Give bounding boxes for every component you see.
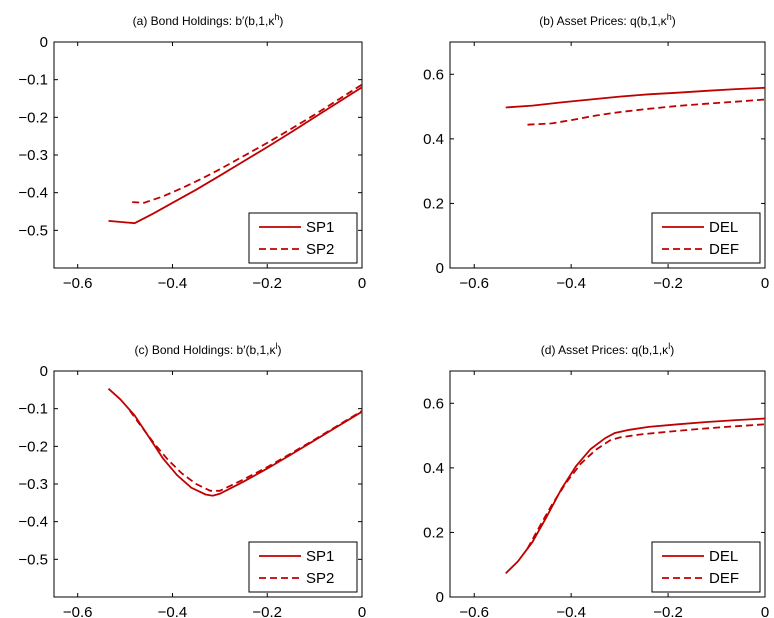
- y-tick-label: −0.4: [18, 185, 48, 202]
- chart-title-superscript: h: [274, 12, 279, 22]
- x-tick-label: −0.4: [556, 604, 586, 618]
- y-tick-label: 0.2: [423, 524, 444, 541]
- y-tick-label: −0.1: [18, 72, 48, 89]
- x-tick-label: −0.6: [63, 604, 93, 618]
- series-line-del: [505, 417, 766, 575]
- y-tick-label: −0.5: [18, 222, 48, 239]
- y-tick-label: 0.6: [423, 66, 444, 83]
- y-tick-label: 0: [436, 589, 444, 606]
- legend-label: DEF: [709, 570, 739, 587]
- y-tick-label: −0.4: [18, 514, 48, 531]
- chart-title-superscript: l: [275, 341, 277, 351]
- x-tick-label: 0: [358, 604, 366, 618]
- x-tick-label: −0.2: [653, 604, 683, 618]
- x-tick-label: −0.2: [252, 275, 282, 292]
- series-line-sp2: [129, 410, 363, 492]
- chart-title-main: (c) Bond Holdings: b′(b,1,κ: [135, 343, 277, 357]
- series-line-sp1: [107, 388, 363, 497]
- x-tick-label: −0.6: [459, 604, 489, 618]
- series-line-sp1: [108, 86, 363, 225]
- chart-title: (d) Asset Prices: q(b,1,κl): [541, 341, 674, 357]
- y-tick-label: 0.4: [423, 460, 444, 477]
- x-tick-label: −0.4: [158, 604, 188, 618]
- x-tick-label: −0.2: [653, 275, 683, 292]
- y-tick-label: −0.3: [18, 147, 48, 164]
- y-tick-label: −0.5: [18, 551, 48, 568]
- chart-title-end: ): [670, 343, 674, 357]
- x-tick-label: 0: [358, 275, 366, 292]
- legend-label: SP1: [306, 548, 334, 565]
- legend-label: DEF: [709, 241, 739, 258]
- legend-box: [248, 212, 358, 264]
- y-tick-label: −0.2: [18, 438, 48, 455]
- chart-title-end: ): [672, 14, 676, 28]
- y-tick-label: 0.2: [423, 195, 444, 212]
- legend-box: [651, 212, 761, 264]
- chart-title: (c) Bond Holdings: b′(b,1,κl): [135, 341, 282, 357]
- legend-label: SP2: [306, 570, 334, 587]
- x-tick-label: 0: [761, 604, 769, 618]
- plot-frame: [449, 41, 766, 269]
- chart-panel-0: (a) Bond Holdings: b′(b,1,κh) −0.6 −0.4 −0.…: [18, 12, 366, 292]
- chart-title-main: (b) Asset Prices: q(b,1,κ: [539, 14, 667, 28]
- chart-title-superscript: h: [667, 12, 672, 22]
- chart-title-main: (d) Asset Prices: q(b,1,κ: [541, 343, 669, 357]
- x-tick-label: −0.4: [158, 275, 188, 292]
- chart-title-main: (a) Bond Holdings: b′(b,1,κ: [133, 14, 276, 28]
- chart-title: (b) Asset Prices: q(b,1,κh): [539, 12, 675, 28]
- chart-panel-3: (d) Asset Prices: q(b,1,κl) −0.6 −0.4 −0.2 0…: [423, 341, 769, 618]
- series-line-def: [527, 98, 766, 126]
- chart-title-superscript: l: [668, 341, 670, 351]
- chart-title: (a) Bond Holdings: b′(b,1,κh): [133, 12, 284, 28]
- plot-frame: [449, 370, 766, 598]
- y-tick-label: 0.4: [423, 131, 444, 148]
- y-tick-label: 0.6: [423, 395, 444, 412]
- y-tick-label: −0.1: [18, 401, 48, 418]
- y-tick-label: −0.2: [18, 109, 48, 126]
- x-tick-label: −0.6: [459, 275, 489, 292]
- legend-label: DEL: [709, 548, 738, 565]
- x-tick-label: 0: [761, 275, 769, 292]
- chart-title-end: ): [277, 343, 281, 357]
- y-tick-label: 0: [40, 34, 48, 51]
- y-tick-label: 0: [40, 363, 48, 380]
- y-tick-label: 0: [436, 260, 444, 277]
- legend-label: SP1: [306, 219, 334, 236]
- series-line-sp2: [132, 83, 363, 204]
- legend-box: [651, 541, 761, 593]
- legend-box: [248, 541, 358, 593]
- legend-label: DEL: [709, 219, 738, 236]
- x-tick-label: −0.4: [556, 275, 586, 292]
- x-tick-label: −0.2: [252, 604, 282, 618]
- chart-panel-1: (b) Asset Prices: q(b,1,κh) −0.6 −0.4 −0.2 0…: [423, 12, 769, 292]
- y-tick-label: −0.3: [18, 476, 48, 493]
- series-line-def: [526, 423, 766, 550]
- legend: DEL DEF: [651, 212, 761, 264]
- legend: DEL DEF: [651, 541, 761, 593]
- chart-title-end: ): [279, 14, 283, 28]
- series-line-del: [505, 86, 766, 109]
- legend-label: SP2: [306, 241, 334, 258]
- x-tick-label: −0.6: [63, 275, 93, 292]
- chart-panel-2: (c) Bond Holdings: b′(b,1,κl) −0.6 −0.4 −0.…: [18, 341, 366, 618]
